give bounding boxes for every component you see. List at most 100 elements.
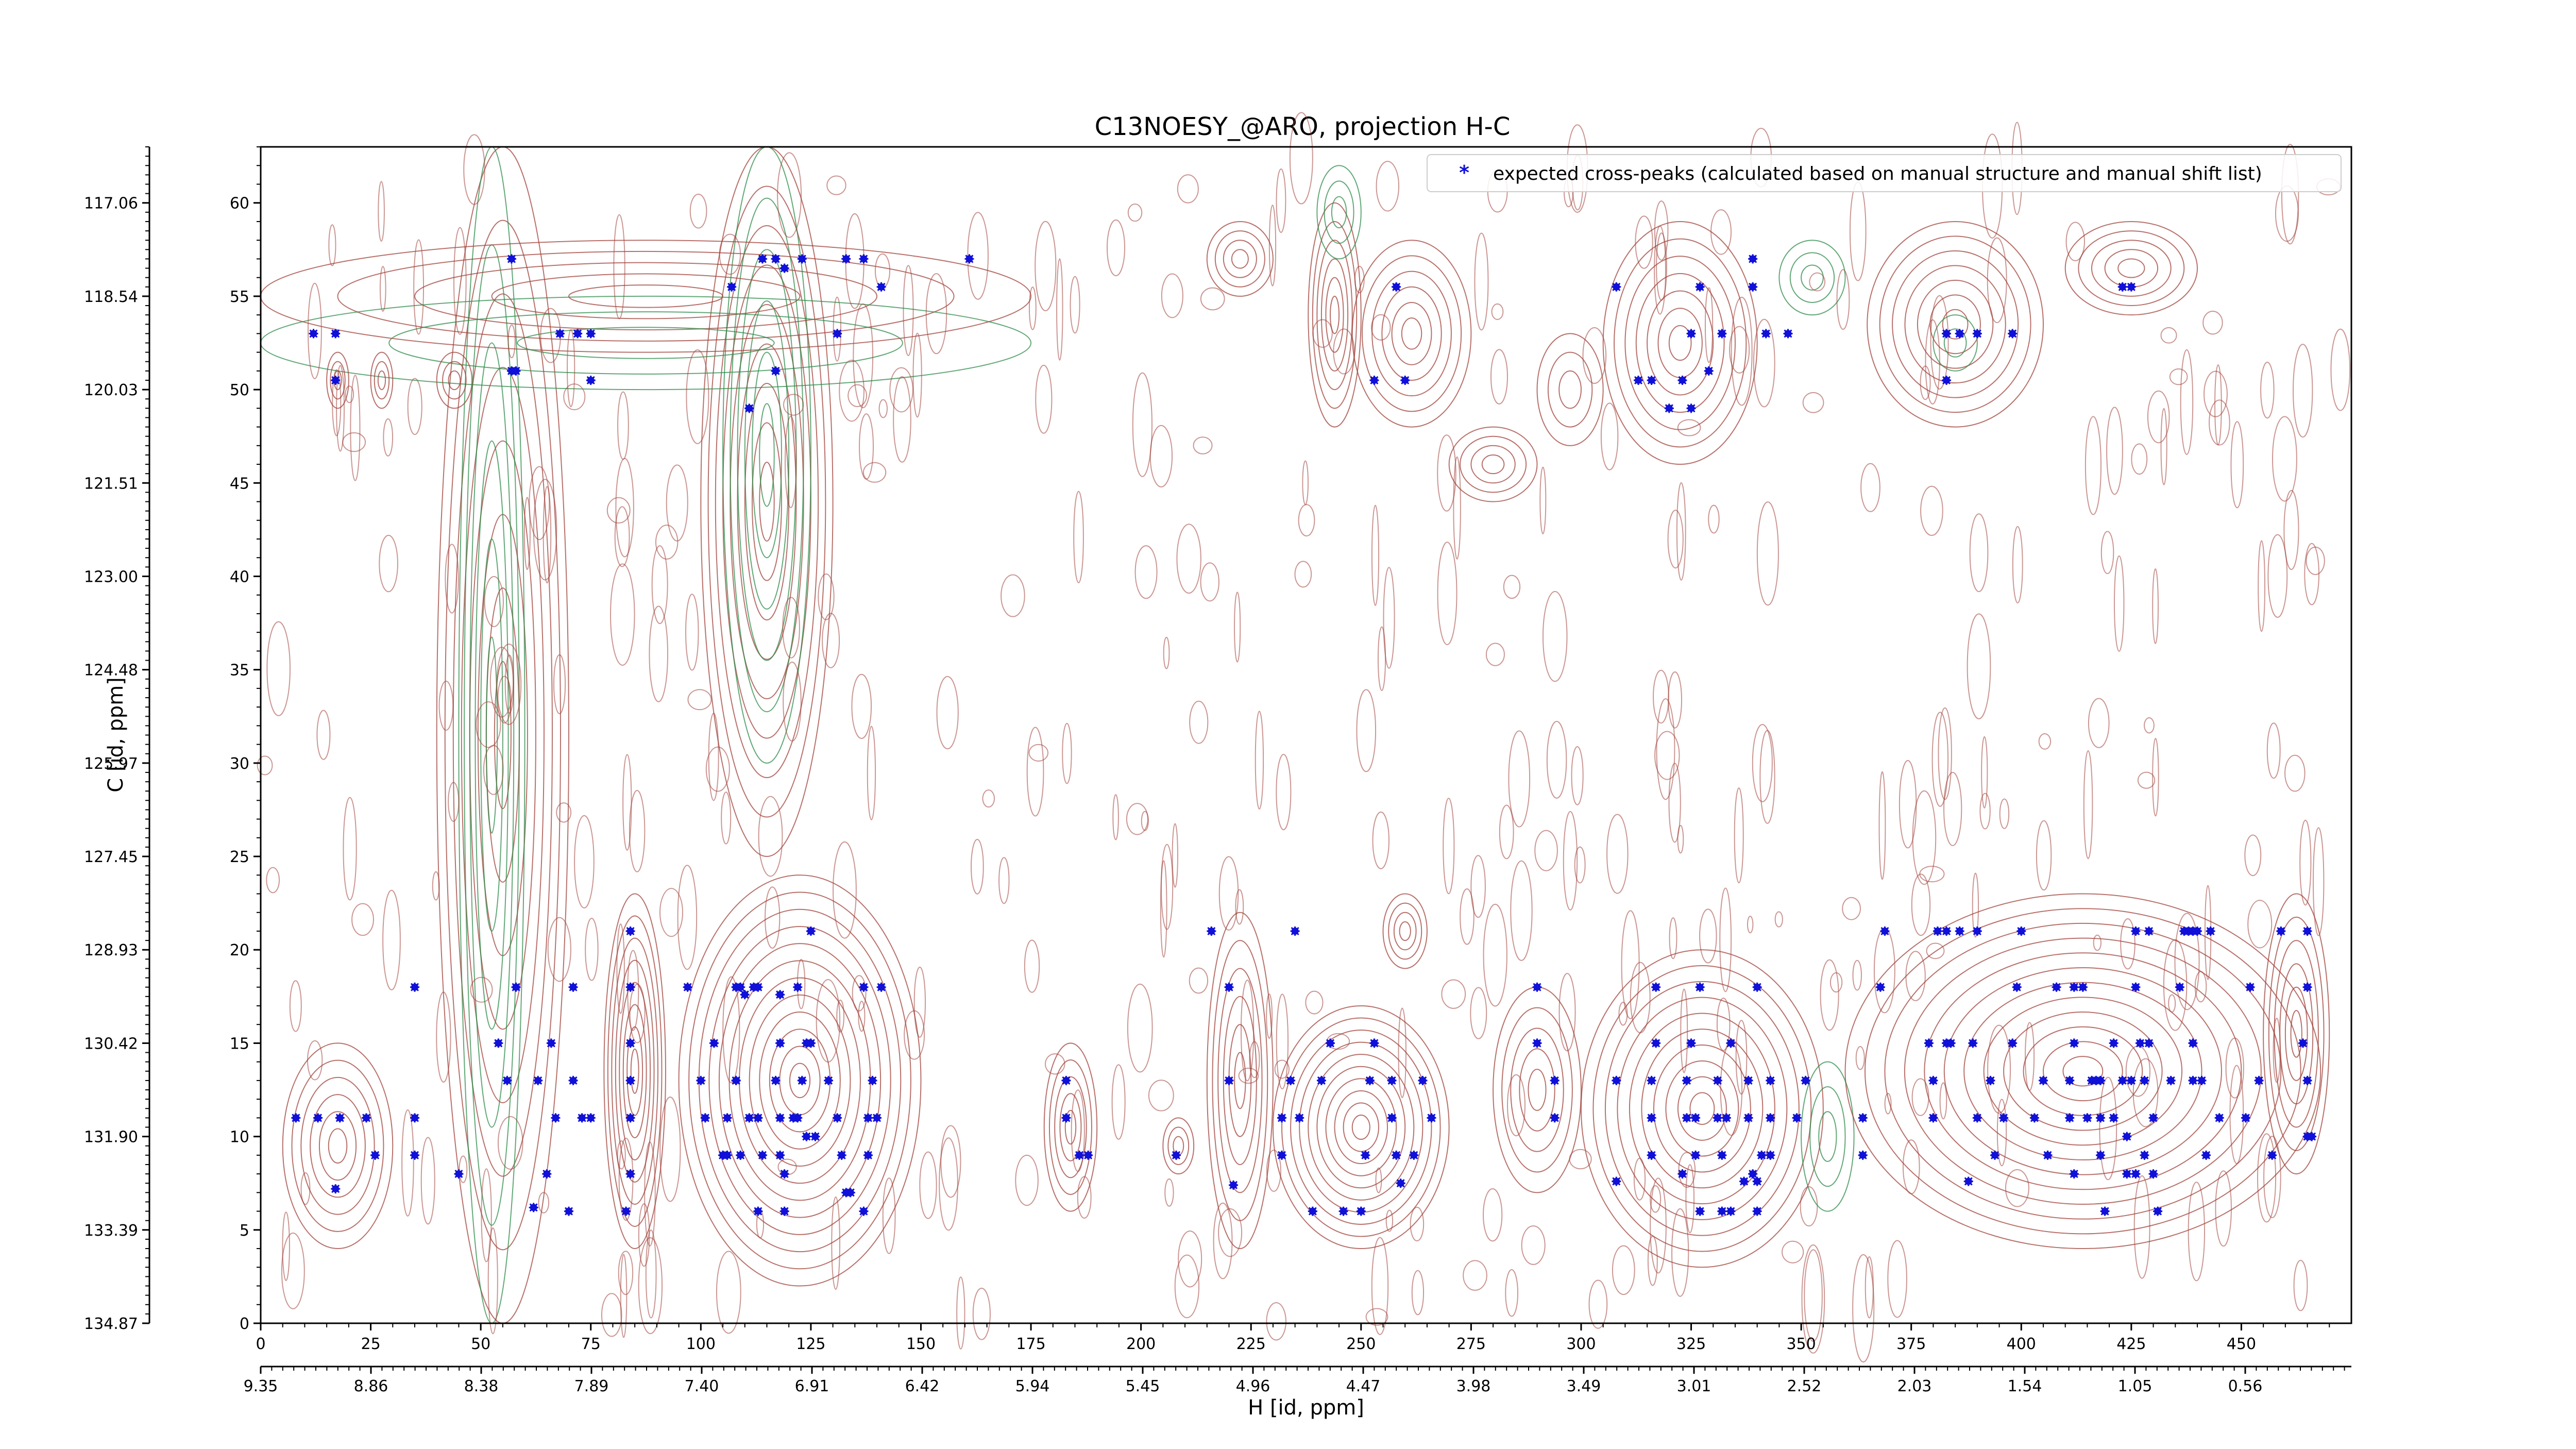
noise-contour [1071, 1089, 1085, 1172]
cross-peak-marker [2192, 926, 2202, 936]
cross-peak-marker [863, 1113, 873, 1123]
cross-peak-marker [775, 1038, 785, 1048]
cross-peak-marker [2096, 1113, 2106, 1123]
cross-peak-star [1858, 1113, 1868, 1123]
noise-contour [1001, 574, 1025, 617]
noise-contour [708, 713, 719, 801]
cross-peak-marker [1396, 1178, 1405, 1188]
noise-contour [1266, 1302, 1286, 1341]
noise-contour [1829, 972, 1843, 993]
contour-ring [2062, 1056, 2104, 1087]
noise-contour [1238, 1068, 1259, 1084]
cross-peak-marker [1686, 1038, 1696, 1048]
contour-ring [619, 982, 651, 1160]
noise-contour [1106, 219, 1126, 277]
cross-peak-star [1942, 375, 1952, 385]
noise-contour [496, 643, 522, 725]
cross-peak-star [1338, 1206, 1348, 1216]
cross-peak-marker [2012, 982, 2022, 992]
noise-contour [289, 980, 302, 1032]
noise-contour [614, 506, 630, 567]
noise-contour [1676, 482, 1686, 581]
contour-ring [282, 1042, 394, 1250]
chart-title: C13NOESY_@ARO, projection H-C [1095, 112, 1511, 141]
cross-peak-star [753, 1206, 763, 1216]
cross-peak-marker [1682, 1075, 1691, 1085]
noise-contour [913, 966, 926, 1038]
noise-contour [1026, 727, 1044, 817]
contour-ring [1316, 165, 1362, 260]
contour-ring [442, 361, 467, 400]
cross-peak-star [806, 1038, 816, 1048]
cross-peak-marker [1308, 1206, 1317, 1216]
cross-peak-star [779, 1169, 789, 1179]
contour-ring [469, 342, 515, 1128]
contour-ring [1448, 426, 1538, 502]
cross-peak-star [1766, 1150, 1775, 1160]
cross-peak-star [331, 329, 341, 339]
cross-peak-star [1743, 1075, 1753, 1085]
cross-peak-marker [731, 982, 741, 992]
cross-peak-marker [1083, 1150, 1093, 1160]
cross-peak-star [876, 282, 886, 292]
noise-contour [1240, 980, 1255, 1082]
cross-peak-star [1075, 1150, 1084, 1160]
x2-tick-label: 2.52 [1787, 1377, 1822, 1395]
contour-ring [1391, 301, 1432, 365]
cross-peak-marker [1999, 1113, 2009, 1123]
noise-contour [1999, 798, 2010, 829]
noise-contour [1028, 744, 1049, 762]
cross-peak-star [859, 982, 869, 992]
contour-ring [517, 327, 775, 359]
cross-peak-star [722, 1113, 732, 1123]
contour-ring [1665, 1060, 1739, 1157]
cross-peak-star [362, 1113, 371, 1123]
noise-contour [722, 976, 740, 1084]
noise-contour [379, 534, 398, 593]
cross-peak-marker [1942, 926, 1952, 936]
noise-contour [2283, 490, 2299, 570]
cross-peak-marker [779, 263, 789, 273]
y2-tick-label: 134.87 [84, 1315, 138, 1333]
noise-contour [765, 886, 781, 949]
cross-peak-marker [2131, 982, 2141, 992]
noise-contour [1437, 542, 1458, 646]
contour-ring [1325, 1078, 1397, 1176]
cross-peak-marker [291, 1113, 301, 1123]
cross-peak-marker [2206, 926, 2215, 936]
cross-peak-marker [2131, 926, 2141, 936]
cross-peak-marker [731, 1075, 741, 1085]
cross-peak-marker [2144, 1038, 2154, 1048]
noise-contour [649, 605, 669, 702]
cross-peak-star [1801, 1075, 1810, 1085]
noise-contour [307, 1040, 323, 1081]
cross-peak-marker [1664, 403, 1674, 413]
cross-peak-star [1757, 1150, 1767, 1160]
cross-peak-marker [2298, 1038, 2308, 1048]
x2-tick-label: 8.86 [354, 1377, 388, 1395]
cross-peak-star [2153, 1206, 2163, 1216]
noise-contour [982, 789, 995, 808]
noise-contour [2263, 1135, 2281, 1219]
noise-contour [507, 324, 516, 359]
contour-ring [759, 1012, 841, 1150]
noise-contour [281, 1232, 305, 1309]
noise-contour [1996, 1099, 2007, 1167]
contour-ring [1864, 908, 2301, 1235]
cross-peak-marker [533, 1075, 543, 1085]
cross-peak-star [1316, 1075, 1326, 1085]
noise-contour [617, 1140, 626, 1170]
cross-peak-marker [1682, 1113, 1691, 1123]
contour-ring [1933, 314, 1978, 372]
noise-contour [1266, 1149, 1281, 1192]
noise-contour [1979, 793, 1991, 830]
x-tick-label: 250 [1346, 1335, 1376, 1353]
noise-contour [1148, 1080, 1174, 1111]
cross-peak-star [1532, 982, 1542, 992]
cross-peak-marker [568, 1075, 578, 1085]
cross-peak-star [1224, 1075, 1234, 1085]
cross-peak-marker [833, 329, 842, 339]
cross-peak-marker [771, 366, 781, 376]
x2-tick-label: 4.96 [1236, 1377, 1270, 1395]
